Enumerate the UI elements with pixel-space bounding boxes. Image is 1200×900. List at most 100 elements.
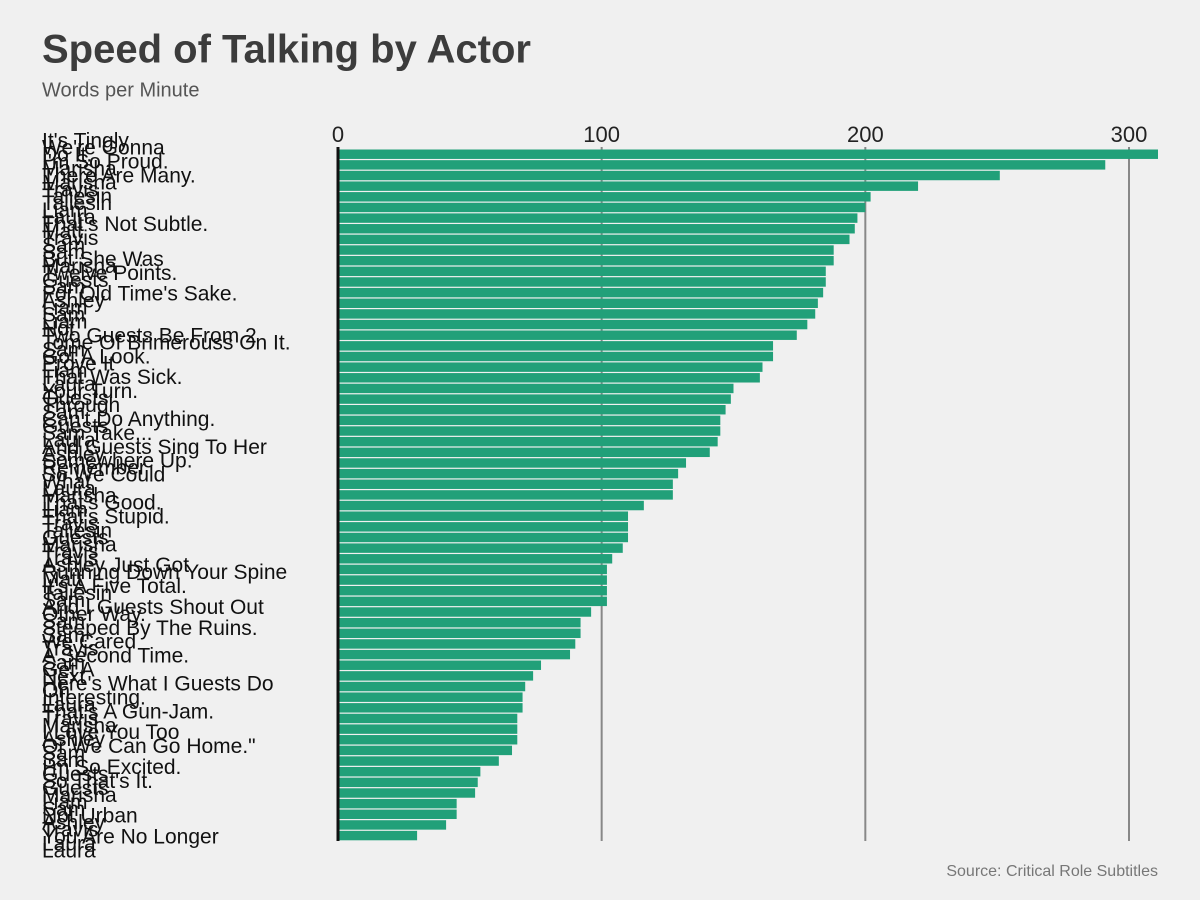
y-label: Travis: [42, 512, 98, 535]
y-label: Travis: [42, 178, 98, 201]
y-label: And Guests Sing To Her: [42, 436, 267, 459]
bar: [338, 703, 523, 713]
bar: [338, 617, 581, 628]
chart-title: Speed of Talking by Actor: [42, 28, 531, 72]
bar: [338, 766, 481, 777]
y-label: Laura: [42, 429, 96, 452]
y-label: We Cared: [42, 631, 136, 654]
bar: [338, 298, 818, 308]
y-label: What: [42, 471, 91, 494]
y-label: Laura: [42, 833, 96, 856]
y-label: Liam: [42, 199, 88, 222]
bar: [338, 479, 673, 489]
y-label: Interesting.: [42, 686, 146, 709]
y-label: Marisha: [42, 714, 117, 737]
y-label: Not Urban: [42, 805, 138, 828]
y-label: For Old Time's Sake.: [42, 283, 237, 306]
y-label: Travis: [42, 638, 98, 661]
bar: [338, 692, 523, 702]
y-label: That's Good.: [42, 492, 162, 515]
y-label: Sam: [42, 276, 85, 299]
y-label: Marisha: [42, 533, 117, 556]
bar: [338, 532, 629, 543]
bar: [338, 564, 607, 575]
x-tick-label: 200: [847, 122, 884, 147]
y-label: Sam: [42, 241, 85, 264]
y-label: Marisha: [42, 171, 117, 194]
y-label: But She Was: [42, 248, 164, 271]
y-label: Not: [42, 317, 75, 340]
bar: [338, 330, 797, 340]
y-label: So That's It.: [42, 770, 153, 793]
y-label: Travis: [42, 540, 98, 563]
bar: [338, 351, 774, 362]
x-tick-label: 0: [332, 122, 344, 147]
bar: [338, 181, 919, 191]
y-label: That's Not Subtle.: [42, 213, 208, 236]
y-label: Tome Of Brimerouss On It.: [42, 331, 291, 354]
bar: [338, 319, 808, 330]
bar: [338, 192, 871, 202]
y-label: Somewhere Up.: [42, 450, 193, 473]
y-label: So We Could: [42, 464, 165, 487]
y-label: I'm So Proud.: [42, 150, 169, 173]
y-label: Travis: [42, 819, 98, 842]
bar: [338, 383, 734, 394]
y-label: Matt: [42, 220, 83, 243]
y-label: Marisha: [42, 157, 117, 180]
y-label: Liam: [42, 498, 88, 521]
y-label: Sam: [42, 338, 85, 361]
bar: [338, 671, 534, 681]
y-label: Laura: [42, 373, 96, 396]
y-label: Liam: [42, 297, 88, 320]
y-label: Sam: [42, 234, 85, 257]
bar: [338, 639, 576, 649]
y-label: That's A Gun-Jam.: [42, 700, 214, 723]
y-label: Here's What I Guests Do: [42, 672, 274, 695]
chart-subtitle: Words per Minute: [42, 79, 199, 101]
bar: [338, 809, 457, 820]
y-label: Guests: [42, 763, 109, 786]
y-label: Ashley Just Got: [42, 554, 189, 577]
bar: [338, 522, 629, 532]
y-label: Can't Do Anything.: [42, 408, 215, 431]
bar: [338, 405, 726, 415]
bar: [338, 202, 866, 213]
bar: [338, 628, 581, 639]
y-label: And I Guests Shout Out: [42, 596, 264, 619]
y-label: We're Gonna: [42, 137, 165, 160]
bar: [338, 234, 850, 245]
y-label: Travis: [42, 707, 98, 730]
bar: [338, 756, 499, 766]
y-label: Ashley: [42, 728, 106, 751]
y-label: Get A: [42, 659, 95, 682]
y-label: I'm So Excited.: [42, 756, 181, 779]
bar: [338, 511, 629, 521]
y-label: Sam: [42, 742, 85, 765]
bar: [338, 447, 710, 458]
y-label: That's Stupid.: [42, 505, 170, 528]
y-label: Taliesin: [42, 192, 112, 215]
bar: [338, 777, 478, 788]
y-label: Guests: [42, 415, 109, 438]
bar: [338, 255, 834, 266]
y-label: Taliesin: [42, 185, 112, 208]
bar: [338, 415, 721, 426]
y-label: That Was Sick.: [42, 366, 182, 389]
bar: [338, 660, 542, 670]
y-label: Laura: [42, 206, 96, 229]
bar: [338, 468, 679, 479]
y-label: Liam: [42, 311, 88, 334]
y-label: Laura: [42, 478, 96, 501]
y-label: Two Guests Be From 2: [42, 324, 257, 347]
y-label: Guests: [42, 777, 109, 800]
y-label: Guests: [42, 269, 109, 292]
bar: [338, 500, 644, 511]
bar: [338, 245, 834, 255]
bar: [338, 277, 826, 287]
y-label: Marisha: [42, 784, 117, 807]
bar: [338, 607, 592, 617]
y-label: It's A Five Total.: [42, 575, 187, 598]
y-label: Liam: [42, 791, 88, 814]
